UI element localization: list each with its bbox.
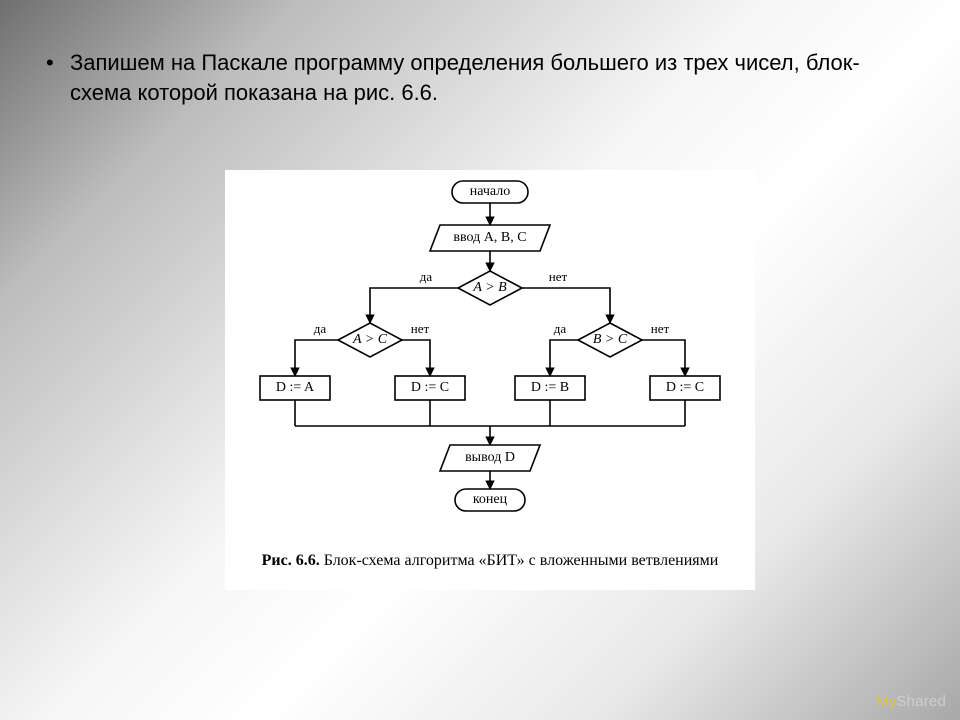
svg-text:нет: нет	[651, 321, 670, 336]
watermark: MyShared	[876, 693, 946, 710]
svg-text:D := B: D := B	[531, 380, 569, 395]
svg-text:ввод A, B, C: ввод A, B, C	[453, 230, 526, 245]
svg-text:A > C: A > C	[352, 332, 388, 347]
svg-text:да: да	[554, 321, 567, 336]
svg-text:B > C: B > C	[593, 332, 628, 347]
bullet-text: Запишем на Паскале программу определения…	[70, 48, 890, 107]
figure-caption: Рис. 6.6. Блок-схема алгоритма «БИТ» с в…	[225, 551, 755, 572]
flowchart-svg: да нет да нет да нет начало ввод A, B, C A > B A …	[225, 170, 755, 530]
svg-text:D := C: D := C	[666, 380, 704, 395]
svg-text:A > B: A > B	[472, 280, 507, 295]
svg-text:конец: конец	[473, 492, 508, 507]
svg-text:нет: нет	[411, 321, 430, 336]
svg-text:да: да	[420, 269, 433, 284]
svg-text:D := C: D := C	[411, 380, 449, 395]
svg-text:D := A: D := A	[276, 380, 315, 395]
flowchart-figure: да нет да нет да нет начало ввод A, B, C A > B A …	[225, 170, 755, 590]
svg-text:вывод D: вывод D	[465, 450, 515, 465]
svg-text:нет: нет	[549, 269, 568, 284]
svg-text:да: да	[314, 321, 327, 336]
svg-text:начало: начало	[470, 184, 511, 199]
